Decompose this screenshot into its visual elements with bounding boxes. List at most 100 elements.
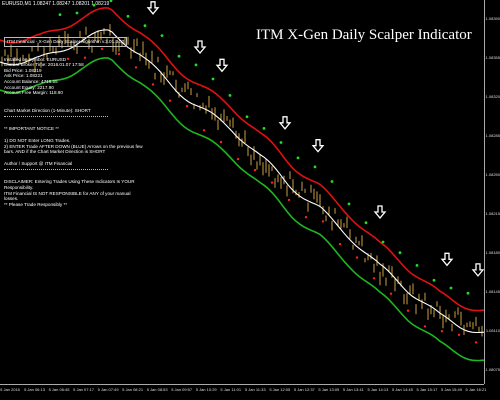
price-tick-label: 1.08320 xyxy=(485,94,500,99)
sell-arrow-icon xyxy=(278,116,292,130)
time-tick-label: 5 Jan 07:49 xyxy=(97,387,119,392)
signal-dot xyxy=(415,264,419,267)
time-tick-label: 5 Jan 06:13 xyxy=(24,387,45,392)
time-tick-label: 5 Jan 16:21 xyxy=(465,387,487,392)
signal-dot xyxy=(296,156,300,160)
signal-dot xyxy=(432,278,436,282)
time-tick-label: 5 Jan 12:37 xyxy=(293,387,315,392)
signal-dot xyxy=(228,94,232,97)
time-tick-label: 5 Jan 15:49 xyxy=(441,387,462,392)
time-tick-label: 5 Jan 11:01 xyxy=(220,387,242,392)
signal-dot xyxy=(117,52,121,56)
price-tick-label: 1.08390 xyxy=(485,16,500,21)
time-tick-label: 5 Jan 09:57 xyxy=(171,387,193,392)
detail-line: Account Balance: 4716.55 xyxy=(4,78,58,84)
disclaimer-line: ITM Financial IS NOT RESPONSIBLE for ANY… xyxy=(4,190,131,202)
signal-dot xyxy=(398,251,402,255)
time-tick-label: 5 Jan 2016 xyxy=(0,387,20,392)
price-tick-label: 1.08110 xyxy=(485,328,500,333)
signal-dot xyxy=(406,309,410,312)
time-axis: 5 Jan 2016 5 Jan 06:13 5 Jan 06:45 5 Jan 07… xyxy=(0,384,487,400)
time-tick-label: 5 Jan 08:21 xyxy=(122,387,144,392)
signal-dot xyxy=(75,11,79,15)
time-tick-label: 5 Jan 13:09 xyxy=(318,387,340,392)
signal-dot xyxy=(279,141,283,144)
signal-dot xyxy=(381,240,385,244)
signal-dot xyxy=(202,129,206,132)
signal-dot xyxy=(270,181,274,184)
price-tick-label: 1.08355 xyxy=(485,55,500,60)
detail-line: Bid Price: 1.08219 xyxy=(4,67,42,73)
detail-line: Ask Price: 1.08221 xyxy=(4,73,43,79)
notice-line: 2) ENTER Trade AFTER DOWN (BLUE) Arrows … xyxy=(4,143,143,155)
signal-dot xyxy=(253,168,257,172)
signal-dot xyxy=(364,221,368,225)
price-tick-label: 1.08285 xyxy=(485,133,500,138)
detail-line: Current Broker Time: 2016.01.07 17:58 xyxy=(4,62,84,68)
signal-dot xyxy=(177,54,181,58)
author-line: Author / Support @ ITM Financial xyxy=(4,160,73,166)
sell-arrow-icon xyxy=(471,263,484,277)
signal-dot xyxy=(168,99,172,102)
price-tick-label: 1.08075 xyxy=(485,367,500,372)
signal-dot xyxy=(151,83,155,86)
time-tick-label: 5 Jan 12:05 xyxy=(269,387,291,392)
detail-line: Installed on Symbol: EURUSD xyxy=(4,56,67,62)
sell-arrow-icon xyxy=(373,205,387,220)
signal-dot xyxy=(211,77,215,81)
notice-title: ** IMPORTANT NOTICE ** xyxy=(4,126,59,132)
price-axis: 1.08390 1.08355 1.08320 1.08285 1.08250 1.082… xyxy=(484,0,500,384)
signal-dot xyxy=(423,325,427,328)
price-tick-label: 1.08145 xyxy=(485,289,500,294)
divider xyxy=(4,169,108,171)
signal-dot xyxy=(449,286,453,290)
time-tick-label: 5 Jan 14:13 xyxy=(367,387,389,392)
panel-header: ITM Financial - X-Gen Daily Scalper Algo… xyxy=(4,37,128,47)
signal-dot xyxy=(372,277,376,280)
indicator-info-panel: ITM Financial - X-Gen Daily Scalper Algo… xyxy=(4,37,144,207)
signal-dot xyxy=(330,180,334,183)
time-tick-label: 5 Jan 15:17 xyxy=(416,387,438,392)
signal-dot xyxy=(92,3,96,7)
price-tick-label: 1.08250 xyxy=(485,172,500,177)
signal-dot xyxy=(83,56,87,59)
signal-dot xyxy=(134,66,138,69)
disclaimer-line: ** Please Trade Responsibly ** xyxy=(4,201,68,207)
sell-arrow-icon xyxy=(440,252,454,267)
divider xyxy=(4,116,108,118)
signal-dot xyxy=(389,292,393,295)
signal-dot xyxy=(66,57,70,60)
signal-dot xyxy=(100,47,104,51)
price-chart[interactable] xyxy=(0,0,484,384)
time-tick-label: 5 Jan 08:53 xyxy=(146,387,168,392)
notice-line: 1) DO NOT Enter LONG Trades. xyxy=(4,137,71,143)
signal-dot xyxy=(143,24,147,28)
indicator-title: ITM X-Gen Daily Scalper Indicator xyxy=(256,27,472,43)
time-tick-label: 5 Jan 06:45 xyxy=(48,387,70,392)
time-tick-label: 5 Jan 11:33 xyxy=(244,387,266,392)
signal-dot xyxy=(262,126,266,130)
symbol-bar: EURUSD,M1 1.08247 1.08247 1.08201 1.0821… xyxy=(2,1,110,7)
mid-line xyxy=(0,29,484,334)
signal-dot xyxy=(287,198,291,202)
detail-line: Account Equity: 2217.90 xyxy=(4,84,54,90)
signal-dot xyxy=(245,115,249,119)
upper-band-line xyxy=(0,7,484,312)
signal-dot xyxy=(347,202,351,206)
signal-dot xyxy=(109,0,113,3)
signal-dot xyxy=(304,216,308,219)
signal-dot xyxy=(160,34,164,37)
signal-dot xyxy=(440,330,444,333)
signal-dot xyxy=(194,63,198,67)
signal-dot xyxy=(321,220,325,223)
price-tick-label: 1.08180 xyxy=(485,250,500,255)
signal-dot xyxy=(58,13,62,16)
time-tick-label: 5 Jan 07:17 xyxy=(73,387,95,392)
time-tick-label: 5 Jan 13:41 xyxy=(342,387,364,392)
sell-arrow-icon xyxy=(193,40,207,55)
sell-arrow-icon xyxy=(311,139,325,153)
signal-dot xyxy=(457,333,461,336)
sell-arrow-icon xyxy=(146,1,160,15)
signal-dot xyxy=(219,140,223,144)
